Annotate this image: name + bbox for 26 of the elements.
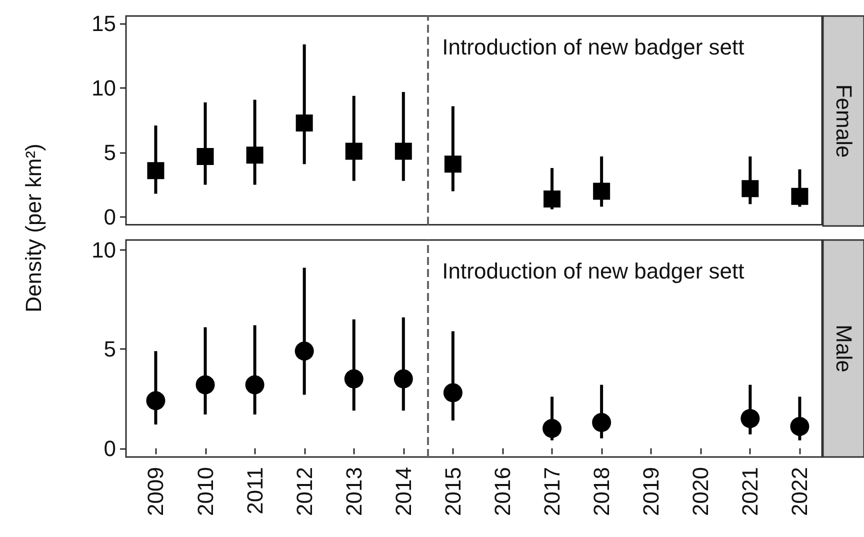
y-tick-label: 10 <box>92 237 116 262</box>
y-axis-title: Density (per km²) <box>21 144 47 312</box>
x-tick-label: 2016 <box>490 467 515 516</box>
x-tick-label: 2012 <box>292 467 317 516</box>
text: Female <box>832 84 856 158</box>
x-tick-label: 2015 <box>440 467 466 516</box>
y-tick-label: 5 <box>104 336 116 362</box>
x-tick-label: 2020 <box>688 467 714 516</box>
x-tick-label: 2011 <box>242 467 268 514</box>
x-tick-label: 2010 <box>192 467 218 516</box>
x-tick-label: 2018 <box>589 467 614 516</box>
x-tick-label: 2019 <box>638 467 664 516</box>
text: Male <box>832 324 856 372</box>
y-tick-label: 0 <box>104 436 116 461</box>
x-tick-label: 2014 <box>390 467 416 516</box>
ref-line-label: Introduction of new badger sett <box>442 34 744 60</box>
x-tick-label: 2013 <box>341 467 366 516</box>
y-tick-label: 10 <box>92 76 116 101</box>
x-tick-label: 2021 <box>738 467 763 516</box>
x-tick-label: 2022 <box>787 467 812 516</box>
x-tick-label: 2009 <box>143 467 168 516</box>
x-tick-label: 2017 <box>540 467 565 516</box>
y-tick-label: 15 <box>92 11 116 36</box>
y-tick-label: 0 <box>104 204 116 230</box>
y-tick-label: 5 <box>104 140 116 166</box>
ref-line-label: Introduction of new badger sett <box>442 258 744 284</box>
